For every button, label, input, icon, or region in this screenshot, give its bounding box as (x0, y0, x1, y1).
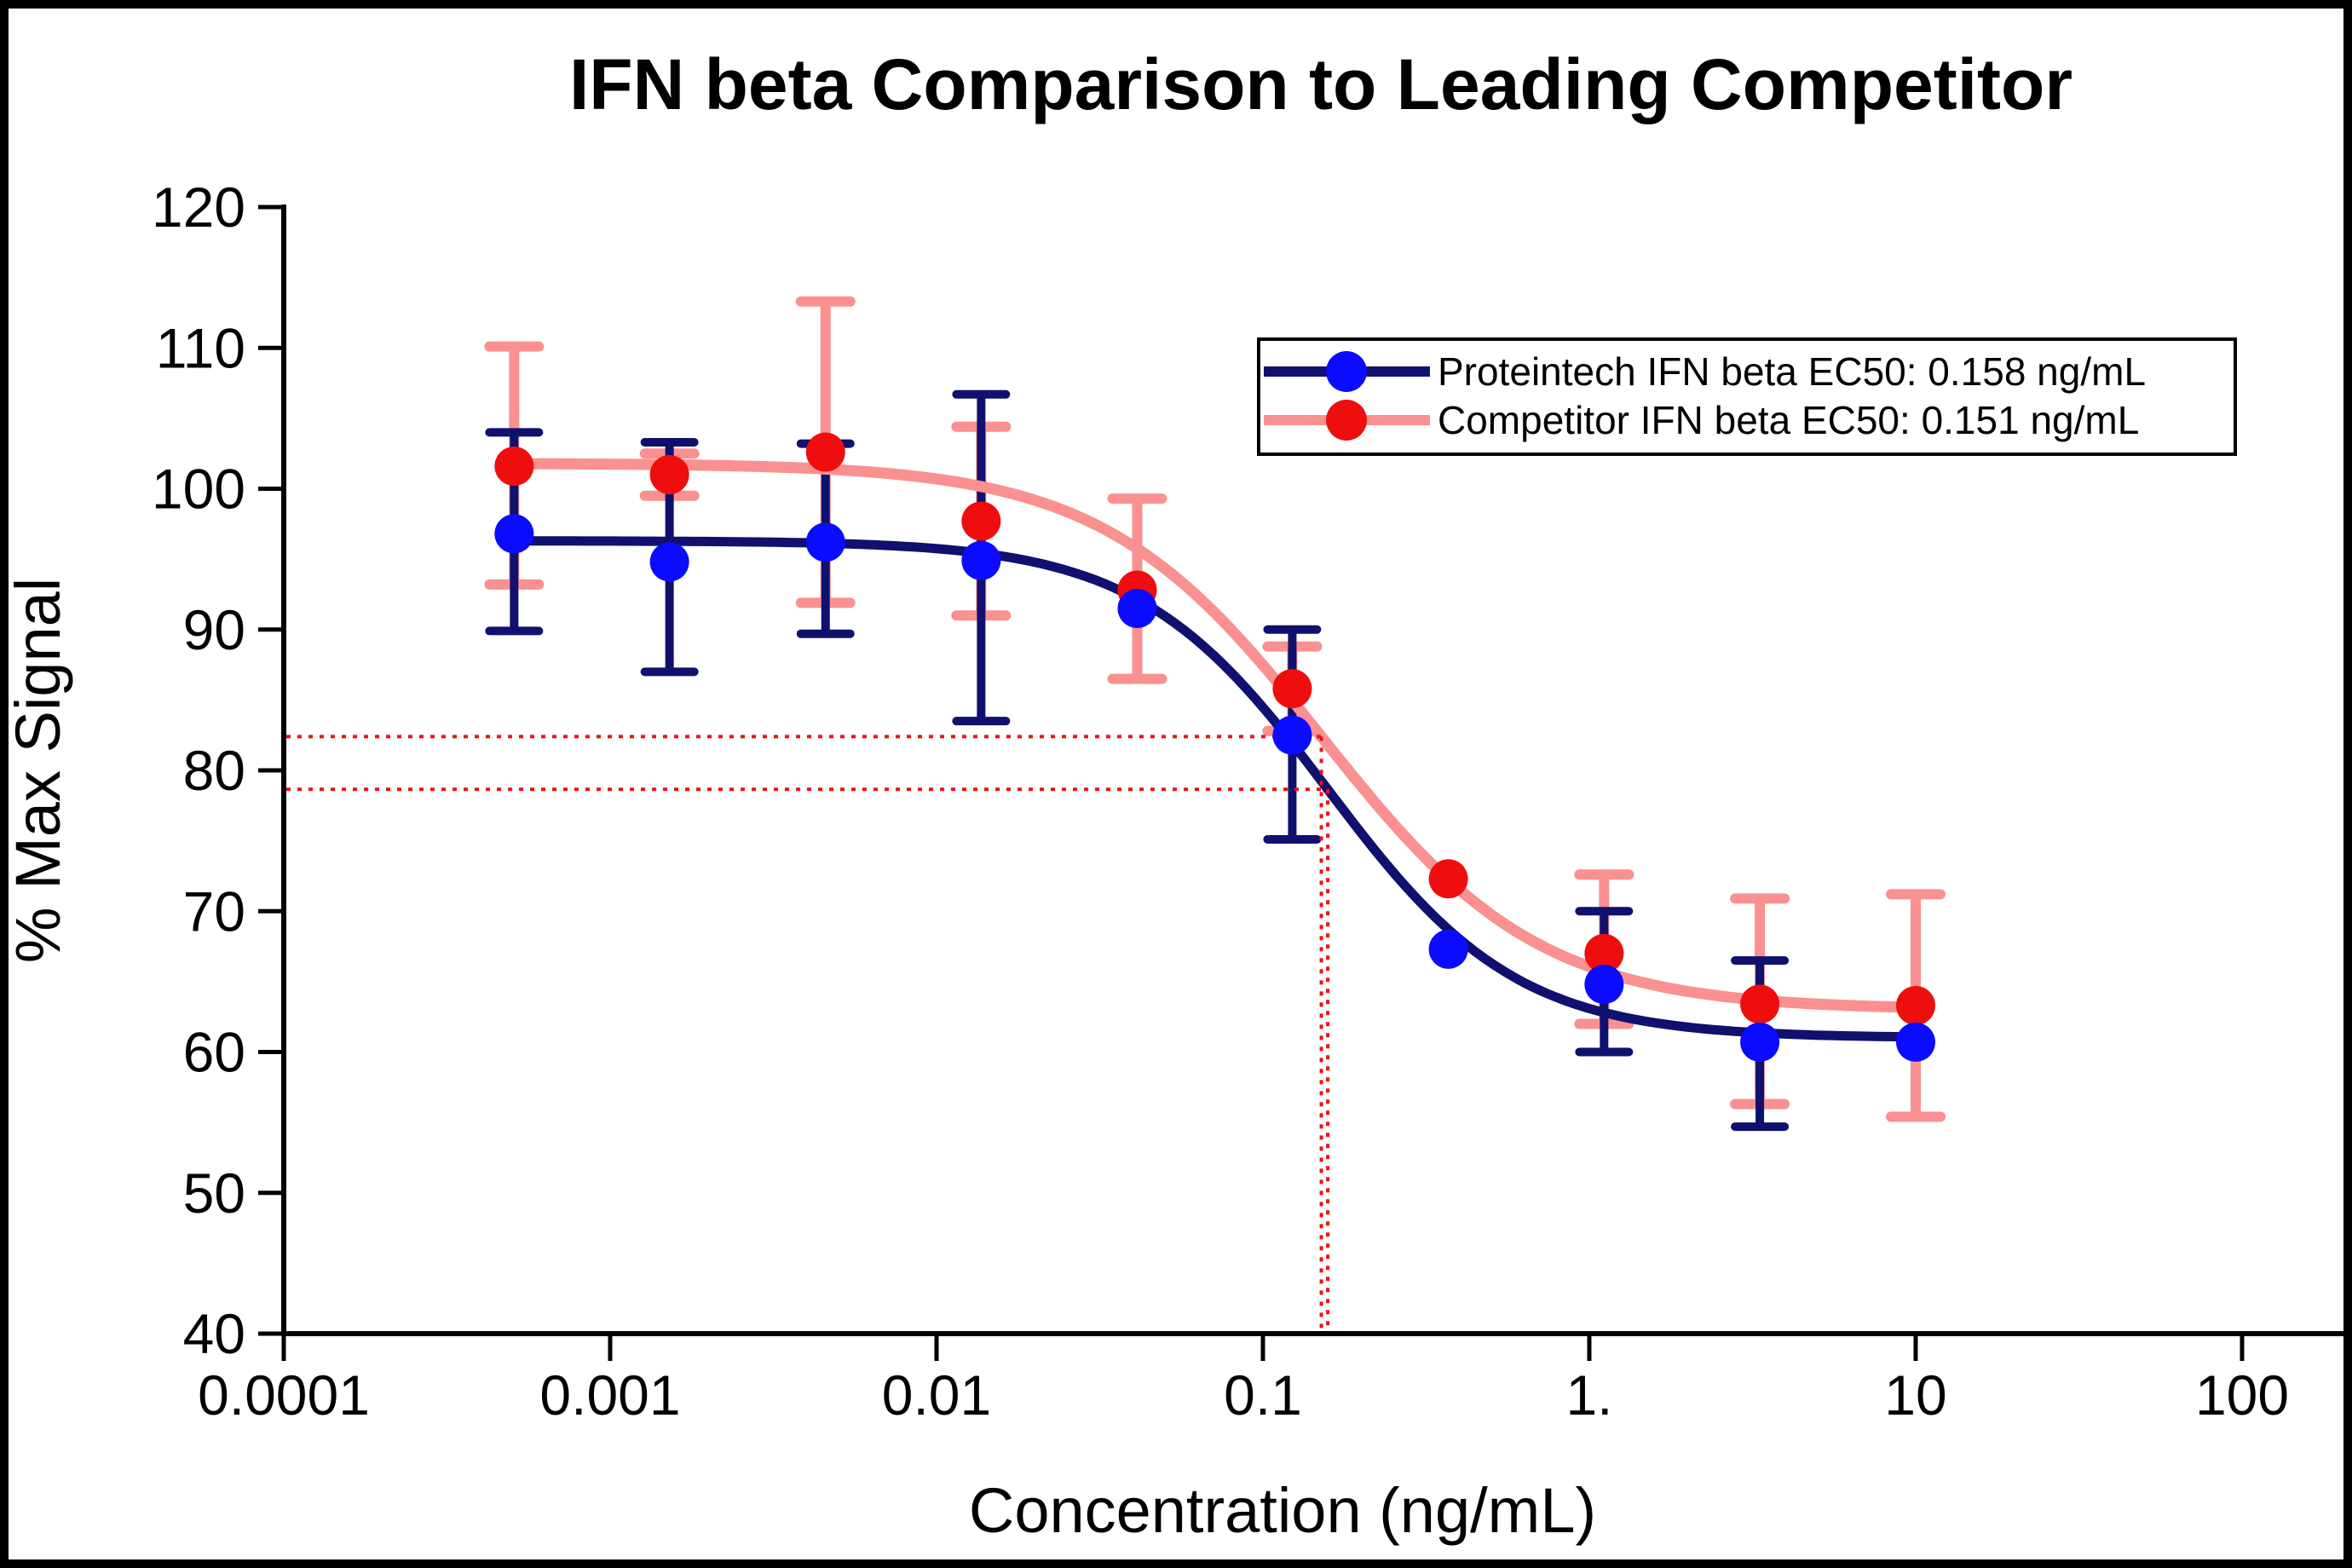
x-tick-label: 0.0001 (198, 1363, 370, 1427)
proteintech-data-point (805, 522, 845, 562)
competitor-data-point (649, 454, 689, 494)
proteintech-data-point (649, 542, 689, 582)
y-tick-label: 70 (183, 879, 245, 943)
y-tick-label: 110 (156, 316, 245, 379)
competitor-data-point (1428, 859, 1468, 899)
chart-title: IFN beta Comparison to Leading Competito… (569, 44, 2072, 124)
proteintech-data-point (1272, 715, 1312, 755)
competitor-data-point (961, 501, 1001, 541)
proteintech-data-point (494, 514, 534, 554)
competitor-data-point (1896, 985, 1935, 1025)
y-tick-label: 100 (152, 458, 245, 521)
competitor-data-point (1272, 669, 1312, 709)
legend-label: Proteintech IFN beta EC50: 0.158 ng/mL (1438, 349, 2146, 394)
competitor-data-point (1740, 984, 1780, 1024)
x-tick-label: 0.1 (1224, 1363, 1302, 1427)
legend: Proteintech IFN beta EC50: 0.158 ng/mLCo… (1257, 337, 2237, 456)
competitor-fit-curve (508, 458, 1922, 1013)
plot-area (286, 296, 1946, 1331)
y-axis-title: % Max Signal (3, 578, 73, 963)
legend-box (1257, 337, 2237, 456)
proteintech-data-point (961, 540, 1001, 580)
y-tick-label: 120 (152, 176, 245, 239)
legend-sample-marker (1326, 351, 1367, 392)
y-tick-label: 40 (183, 1302, 245, 1365)
competitor-data-point (805, 432, 845, 472)
x-tick-label: 0.001 (539, 1363, 680, 1427)
proteintech-fit-curve (509, 536, 1921, 1042)
y-tick-label: 50 (183, 1162, 245, 1225)
proteintech-data-point (1740, 1022, 1780, 1062)
y-tick-label: 90 (183, 598, 245, 661)
proteintech-data-point (1896, 1022, 1935, 1062)
x-tick-label: 0.01 (882, 1363, 991, 1427)
proteintech-data-point (1584, 965, 1624, 1005)
x-axis-title: Concentration (ng/mL) (969, 1475, 1596, 1546)
x-tick-label: 10 (1884, 1363, 1946, 1427)
legend-label: Competitor IFN beta EC50: 0.151 ng/mL (1438, 398, 2139, 442)
proteintech-data-point (1117, 588, 1157, 628)
y-tick-label: 80 (183, 739, 245, 802)
x-tick-label: 1. (1565, 1363, 1612, 1427)
y-tick-label: 60 (183, 1021, 245, 1084)
legend-sample-marker (1326, 400, 1367, 441)
competitor-data-point (494, 447, 534, 487)
proteintech-data-point (1428, 929, 1468, 969)
x-tick-label: 100 (2195, 1363, 2289, 1427)
competitor-data-point (1584, 933, 1624, 973)
axes: 40 50 60 70 80 90 100 110 120 0.0001 0.001 0.01 0.1 1… (152, 176, 2346, 1427)
